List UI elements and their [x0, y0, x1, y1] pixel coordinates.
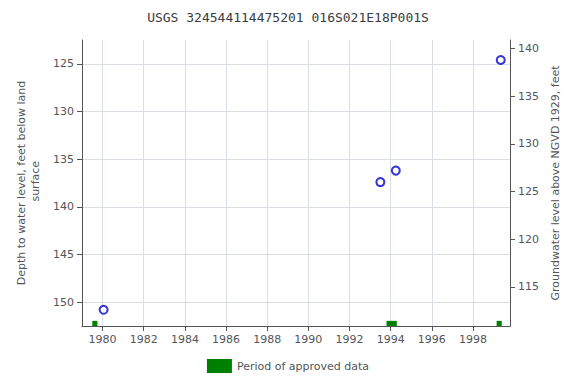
svg-text:145: 145 [53, 248, 74, 261]
svg-text:1980: 1980 [89, 333, 117, 346]
svg-text:1992: 1992 [336, 333, 364, 346]
svg-text:1986: 1986 [212, 333, 240, 346]
svg-text:130: 130 [518, 137, 539, 150]
svg-text:130: 130 [53, 105, 74, 118]
svg-text:115: 115 [518, 280, 539, 293]
svg-text:1988: 1988 [253, 333, 281, 346]
svg-text:135: 135 [53, 153, 74, 166]
svg-text:140: 140 [518, 42, 539, 55]
svg-text:1982: 1982 [130, 333, 158, 346]
svg-text:1994: 1994 [377, 333, 405, 346]
svg-text:Depth to water level, feet bel: Depth to water level, feet below land [15, 81, 28, 286]
svg-text:125: 125 [53, 57, 74, 70]
svg-text:135: 135 [518, 90, 539, 103]
svg-text:surface: surface [29, 161, 42, 205]
svg-text:Groundwater level above NGVD 1: Groundwater level above NGVD 1929, feet [549, 65, 562, 301]
svg-text:Period of approved data: Period of approved data [237, 360, 369, 373]
svg-text:USGS 324544114475201 016S021E1: USGS 324544114475201 016S021E18P001S [147, 10, 429, 25]
svg-text:1990: 1990 [294, 333, 322, 346]
svg-text:1996: 1996 [418, 333, 446, 346]
svg-text:140: 140 [53, 200, 74, 213]
svg-text:1984: 1984 [171, 333, 199, 346]
svg-text:120: 120 [518, 233, 539, 246]
svg-text:1998: 1998 [459, 333, 487, 346]
svg-text:150: 150 [53, 296, 74, 309]
svg-text:125: 125 [518, 185, 539, 198]
